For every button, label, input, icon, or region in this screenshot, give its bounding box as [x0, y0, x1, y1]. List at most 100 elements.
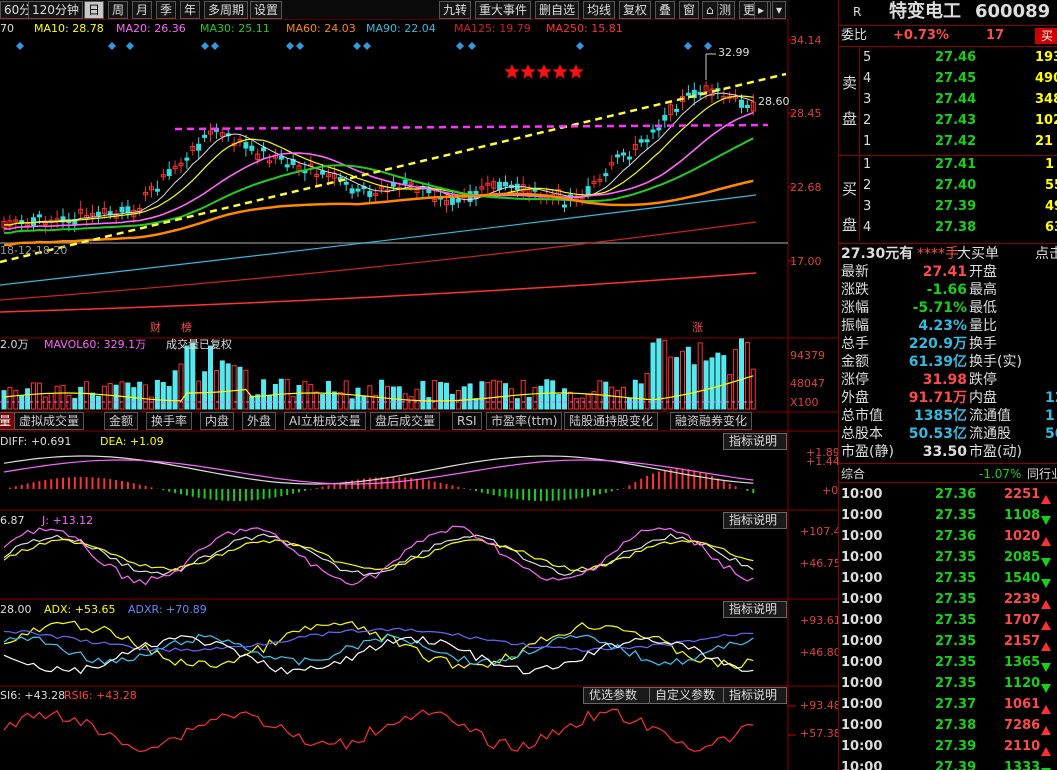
kdj-help-button[interactable]: 指标说明 — [723, 512, 787, 529]
indicator-tab-6[interactable]: AI立桩成交量 — [284, 412, 366, 430]
signal-diamond-icon — [468, 42, 476, 50]
period-btn-7[interactable]: 多周期 — [204, 1, 249, 19]
tick-price: 27.36 — [935, 529, 977, 544]
tick-volume: 1061 — [1004, 697, 1041, 712]
quote-label: 市盈(静) — [841, 444, 894, 460]
event-bang[interactable]: 榜 — [181, 321, 192, 334]
quote-label: 金额 — [841, 354, 869, 370]
kline-chart[interactable] — [0, 0, 838, 770]
volume-bar — [90, 392, 95, 410]
candle-body — [190, 145, 196, 151]
indicator-tab-1[interactable]: 虚拟成交量 — [14, 412, 85, 430]
candle-body — [668, 104, 674, 116]
period-btn-5[interactable]: 季 — [156, 1, 177, 19]
indicator-tab-4[interactable]: 内盘 — [200, 412, 235, 430]
tool-btn-2[interactable]: 删自选 — [535, 1, 580, 19]
indicator-tab-10[interactable]: 陆股通持股变化 — [564, 412, 659, 430]
tick-volume: 1540 — [1004, 571, 1041, 586]
volume-bar — [84, 381, 90, 410]
rating-star-icon — [520, 64, 536, 79]
candle-body — [219, 132, 225, 137]
volume-bar — [331, 391, 337, 410]
indicator-tab-8[interactable]: RSI — [452, 412, 482, 430]
dmi-help-button[interactable]: 指标说明 — [723, 601, 787, 618]
period-btn-2[interactable]: 日 — [84, 1, 105, 19]
period-btn-3[interactable]: 周 — [108, 1, 129, 19]
volume-legend-mavol: MAVOL60: 329.1万 — [44, 338, 147, 351]
sell-level-5[interactable]: 5 27.46 193 — [839, 48, 1057, 68]
signal-diamond-icon — [456, 42, 464, 50]
arrow-up-icon — [1041, 721, 1051, 742]
quote-row-4: 总手 220.9万 换手 — [839, 335, 1057, 353]
event-cai[interactable]: 财 — [150, 321, 161, 334]
dmi-mdi-line — [3, 635, 754, 675]
tool-btn-6[interactable]: 窗 — [679, 1, 700, 19]
buy-level-1[interactable]: 1 27.41 1 — [839, 155, 1057, 175]
indicator-tab-7[interactable]: 盘后成交量 — [370, 412, 441, 430]
buy-level-4[interactable]: 4 27.38 637 — [839, 218, 1057, 238]
candle-body — [432, 199, 438, 203]
buy-level-3[interactable]: 3 27.39 49 — [839, 197, 1057, 217]
period-btn-1[interactable]: 120分钟 — [28, 1, 83, 19]
volume-bar — [48, 392, 54, 410]
event-zhang[interactable]: 涨 — [692, 321, 703, 334]
tool-btn-0[interactable]: 九转 — [439, 1, 472, 19]
volume-bar — [532, 386, 538, 410]
period-btn-0[interactable]: 60分 — [0, 1, 36, 19]
tick-price: 27.38 — [935, 718, 977, 733]
period-btn-6[interactable]: 年 — [180, 1, 201, 19]
indicator-tab-2[interactable]: 金额 — [104, 412, 139, 430]
arrow-down-icon — [1041, 658, 1051, 679]
sell-level-3[interactable]: 3 27.44 348 — [839, 90, 1057, 110]
r-badge: R — [853, 5, 862, 19]
volume-bar — [184, 345, 190, 410]
quote-row-8: 总市值 1385亿 流通值 1 — [839, 407, 1057, 425]
sub-header-c[interactable]: 同行业 — [1027, 467, 1057, 481]
tick-volume: 7286 — [1004, 718, 1041, 733]
volume-bar — [550, 380, 556, 410]
ma90-line — [0, 194, 757, 286]
indicator-tab-9[interactable]: 市盈率(ttm) — [486, 412, 563, 430]
sell-level-4[interactable]: 4 27.45 490 — [839, 69, 1057, 89]
big-order-click[interactable]: 点击 — [1035, 246, 1057, 262]
volume-axis-3: X100 — [790, 396, 819, 409]
indicator-tab-3[interactable]: 换手率 — [146, 412, 193, 430]
sell-level-no: 4 — [863, 71, 872, 86]
big-order-row[interactable]: 27.30元有 ****手 大买单 点击 — [839, 243, 1057, 263]
ma125-line — [0, 221, 757, 301]
volume-bar — [196, 380, 202, 410]
tool-btn-1[interactable]: 重大事件 — [475, 1, 532, 19]
quote-label: 总股本 — [841, 426, 883, 442]
tick-volume: 2239 — [1004, 592, 1041, 607]
ma-legend-7: MA250: 15.81 — [546, 22, 623, 35]
rsi-help-button[interactable]: 指标说明 — [723, 687, 787, 704]
tick-time: 10:00 — [841, 676, 883, 691]
period-btn-4[interactable]: 月 — [132, 1, 153, 19]
buy-level-2[interactable]: 2 27.40 55 — [839, 176, 1057, 196]
macd-help-button[interactable]: 指标说明 — [723, 433, 787, 450]
volume-bar — [202, 371, 208, 410]
quote-right-label: 流通值 — [969, 408, 1011, 424]
sell-level-2[interactable]: 2 27.43 102 — [839, 111, 1057, 131]
sub-header-a[interactable]: 综合 — [841, 467, 866, 481]
indicator-tab-11[interactable]: 融资融券变化 — [670, 412, 753, 430]
sell-level-no: 2 — [863, 113, 872, 128]
indicator-tab-5[interactable]: 外盘 — [242, 412, 277, 430]
candle-body — [25, 223, 31, 227]
lock-icon[interactable]: ⌂ — [702, 1, 718, 19]
dropdown-icon[interactable]: ▾ — [772, 1, 787, 19]
period-btn-8[interactable]: 设置 — [250, 1, 283, 19]
sell-level-1[interactable]: 1 27.42 21 — [839, 132, 1057, 152]
sell-level-no: 5 — [863, 50, 872, 65]
tick-volume: 1020 — [1004, 529, 1041, 544]
quote-right-label: 换手 — [969, 336, 997, 352]
tool-btn-3[interactable]: 均线 — [583, 1, 616, 19]
tick-price: 27.35 — [935, 508, 977, 523]
sell-label-2: 盘 — [842, 110, 858, 128]
quote-value: 50.53亿 — [908, 426, 967, 442]
buy-button[interactable]: 买 — [1035, 28, 1057, 44]
expand-icon[interactable]: ▸ — [754, 1, 769, 19]
tool-btn-5[interactable]: 叠 — [655, 1, 676, 19]
volume-bar — [715, 352, 721, 410]
tool-btn-4[interactable]: 复权 — [619, 1, 652, 19]
